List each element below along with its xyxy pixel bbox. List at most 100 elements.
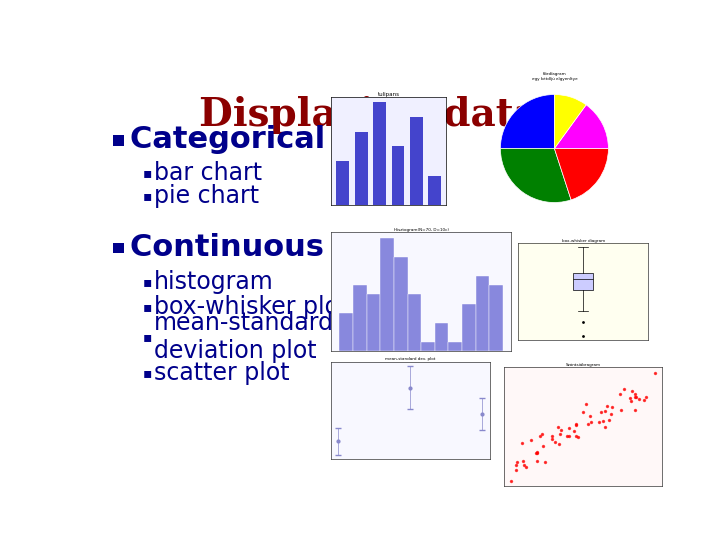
Text: Displaying data: Displaying data: [199, 96, 539, 134]
Point: [534, 431, 546, 440]
Bar: [355, 132, 368, 205]
Title: Hisztogram(N=70, D=10c): Hisztogram(N=70, D=10c): [394, 228, 449, 232]
Point: [625, 394, 636, 403]
Point: [582, 420, 593, 428]
Point: [630, 392, 642, 401]
Wedge shape: [500, 94, 554, 149]
Point: [629, 389, 641, 398]
Text: bar chart: bar chart: [153, 160, 261, 185]
Bar: [435, 323, 449, 351]
Text: Categorical data: Categorical data: [130, 125, 413, 154]
Point: [595, 408, 607, 416]
Point: [531, 448, 543, 457]
Text: Continuous data: Continuous data: [130, 233, 413, 262]
Point: [554, 439, 565, 448]
Text: ▪: ▪: [143, 366, 152, 380]
Point: [570, 421, 582, 429]
Bar: [392, 146, 405, 205]
Point: [537, 442, 549, 450]
Text: pie chart: pie chart: [153, 184, 258, 208]
Point: [640, 393, 652, 401]
Bar: [353, 285, 366, 351]
Text: 39: 39: [602, 451, 632, 471]
Point: [531, 448, 542, 457]
Point: [531, 456, 542, 465]
Text: box-whisker plot: box-whisker plot: [153, 295, 348, 319]
Point: [510, 460, 522, 469]
Point: [525, 436, 536, 444]
Point: [518, 456, 529, 465]
Point: [585, 412, 596, 421]
Bar: [462, 304, 476, 351]
Bar: [336, 161, 349, 205]
Point: [518, 461, 529, 469]
Point: [580, 400, 592, 409]
Bar: [490, 285, 503, 351]
Point: [625, 396, 636, 405]
Point: [505, 476, 517, 485]
Text: mean-standard
deviation plot: mean-standard deviation plot: [153, 310, 333, 362]
Bar: [449, 342, 462, 351]
Wedge shape: [500, 148, 571, 202]
Point: [568, 427, 580, 435]
Point: [520, 462, 531, 471]
Title: mean-standard dev. plot: mean-standard dev. plot: [385, 357, 436, 361]
Point: [563, 432, 575, 441]
Point: [577, 408, 589, 417]
Text: ▪: ▪: [143, 188, 152, 202]
Point: [614, 390, 626, 399]
Text: scatter plot: scatter plot: [153, 361, 289, 385]
Point: [563, 423, 575, 432]
Wedge shape: [554, 94, 586, 149]
Bar: [113, 135, 124, 146]
Text: ▪: ▪: [143, 166, 152, 180]
Point: [531, 449, 542, 457]
Point: [593, 417, 605, 426]
Point: [629, 393, 641, 402]
Title: tulipans: tulipans: [378, 92, 400, 97]
Point: [585, 418, 597, 427]
Bar: [476, 275, 490, 351]
Point: [546, 431, 557, 440]
Point: [600, 423, 611, 431]
Text: ▪: ▪: [143, 300, 152, 314]
Point: [570, 431, 582, 440]
Point: [615, 406, 626, 415]
Bar: [408, 294, 421, 351]
PathPatch shape: [573, 273, 593, 291]
Point: [649, 368, 661, 377]
Point: [639, 395, 650, 404]
Bar: [421, 342, 435, 351]
Title: Kördíagram
egy kétdíjú elgyenltye: Kördíagram egy kétdíjú elgyenltye: [531, 72, 577, 80]
Point: [561, 432, 572, 441]
Point: [603, 415, 615, 424]
Point: [599, 407, 611, 416]
Point: [553, 423, 564, 431]
Point: [629, 406, 641, 414]
Title: box-whisker diagram: box-whisker diagram: [562, 239, 605, 242]
Point: [570, 420, 582, 428]
Point: [510, 466, 522, 475]
Bar: [339, 313, 353, 351]
Point: [606, 403, 618, 411]
Point: [511, 457, 523, 466]
Bar: [410, 117, 423, 205]
Point: [572, 433, 584, 441]
Point: [554, 430, 566, 439]
Bar: [366, 294, 380, 351]
Point: [634, 395, 645, 403]
Text: histogram: histogram: [153, 270, 274, 294]
Point: [539, 457, 551, 466]
Title: Szórásiábragram: Szórásiábragram: [566, 363, 600, 367]
Point: [626, 387, 637, 395]
Point: [606, 410, 617, 418]
Point: [546, 435, 558, 443]
Point: [555, 425, 567, 434]
Text: ▪: ▪: [143, 329, 152, 343]
Point: [516, 439, 528, 448]
Wedge shape: [554, 105, 608, 148]
Point: [601, 402, 613, 410]
Bar: [380, 238, 394, 351]
Point: [536, 430, 548, 438]
Wedge shape: [554, 148, 608, 200]
